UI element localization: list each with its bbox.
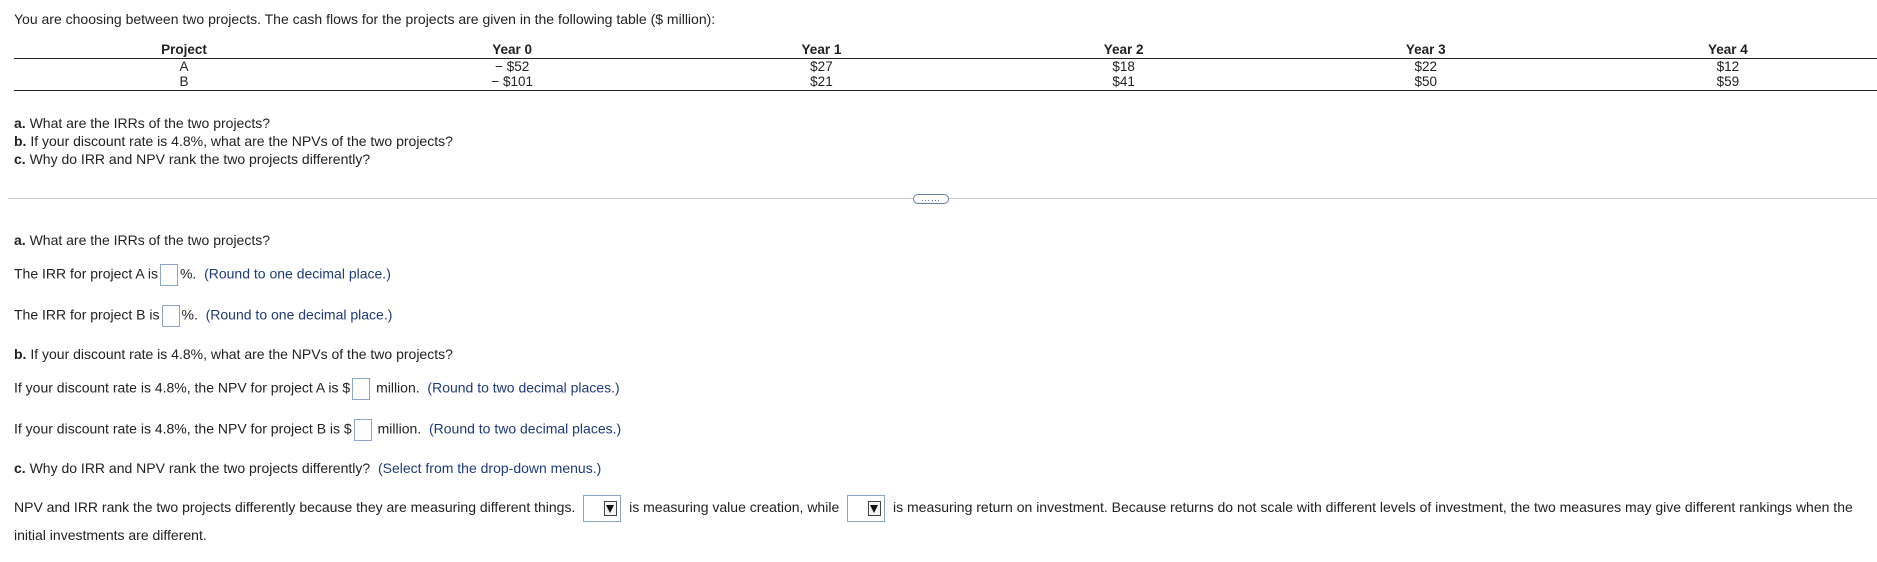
part-c-answer: NPV and IRR rank the two projects differ… xyxy=(14,494,1874,548)
column-header: Year 3 xyxy=(1274,40,1577,59)
question-label: c. xyxy=(14,151,26,167)
part-c-text: is measuring return on investment. Becau… xyxy=(14,499,1853,543)
npv-a-label: If your discount rate is 4.8%, the NPV f… xyxy=(14,379,351,396)
part-heading-text: If your discount rate is 4.8%, what are … xyxy=(26,346,453,362)
table-cell: $41 xyxy=(972,74,1275,91)
table-cell: B xyxy=(14,74,354,91)
table-cell: $59 xyxy=(1576,74,1877,91)
part-heading-text: Why do IRR and NPV rank the two projects… xyxy=(25,460,371,476)
measure-dropdown-1[interactable] xyxy=(583,494,622,522)
part-c-heading: c. Why do IRR and NPV rank the two proje… xyxy=(14,460,601,476)
rounding-hint: (Round to two decimal places.) xyxy=(427,379,620,396)
million-label: million. xyxy=(377,420,422,437)
table-cell: $12 xyxy=(1716,59,1740,74)
part-a-heading: a. What are the IRRs of the two projects… xyxy=(14,232,270,248)
column-header: Year 0 xyxy=(354,40,671,59)
irr-b-input[interactable] xyxy=(161,305,180,327)
column-header: Year 2 xyxy=(972,40,1275,59)
part-c-text: is measuring value creation, while xyxy=(629,499,840,515)
table-row: A − $52 $27 $18 $22 $12 xyxy=(14,59,1877,75)
table-cell: $21 xyxy=(670,74,973,91)
irr-a-line: The IRR for project A is%. (Round to one… xyxy=(14,264,391,286)
column-header: Project xyxy=(14,40,354,59)
expand-more-button[interactable]: …… xyxy=(913,194,949,204)
npv-b-label: If your discount rate is 4.8%, the NPV f… xyxy=(14,420,352,437)
question-text: What are the IRRs of the two projects? xyxy=(25,115,271,131)
column-header: Year 1 xyxy=(670,40,973,59)
irr-b-line: The IRR for project B is%. (Round to one… xyxy=(14,305,392,327)
cash-flow-table: Project Year 0 Year 1 Year 2 Year 3 Year… xyxy=(14,40,1877,91)
table-cell: − $52 xyxy=(495,59,530,74)
table-cell: $50 xyxy=(1274,74,1577,91)
part-c-text: NPV and IRR rank the two projects differ… xyxy=(14,499,576,515)
part-label: b. xyxy=(14,346,27,362)
npv-b-input[interactable] xyxy=(353,419,372,441)
question-list: a. What are the IRRs of the two projects… xyxy=(14,114,453,168)
dropdown-arrow-icon xyxy=(868,500,882,516)
irr-a-input[interactable] xyxy=(159,264,178,286)
npv-b-line: If your discount rate is 4.8%, the NPV f… xyxy=(14,419,621,441)
part-b-heading: b. If your discount rate is 4.8%, what a… xyxy=(14,346,453,362)
table-header-row: Project Year 0 Year 1 Year 2 Year 3 Year… xyxy=(14,40,1877,59)
table-cell: − $101 xyxy=(354,74,671,91)
part-label: c. xyxy=(14,460,26,476)
table-cell: $27 xyxy=(810,59,833,74)
percent-sign: %. xyxy=(181,306,198,323)
problem-intro: You are choosing between two projects. T… xyxy=(14,11,716,27)
million-label: million. xyxy=(376,379,420,396)
question-a: a. What are the IRRs of the two projects… xyxy=(14,114,453,132)
irr-b-label: The IRR for project B is xyxy=(14,306,160,323)
question-text: If your discount rate is 4.8%, what are … xyxy=(26,133,453,149)
question-label: b. xyxy=(14,133,27,149)
rounding-hint: (Round to one decimal place.) xyxy=(204,265,391,282)
dropdown-hint: (Select from the drop-down menus.) xyxy=(377,460,602,476)
question-b: b. If your discount rate is 4.8%, what a… xyxy=(14,132,453,150)
question-text: Why do IRR and NPV rank the two projects… xyxy=(25,151,371,167)
table-cell: $22 xyxy=(1414,59,1437,74)
measure-dropdown-2[interactable] xyxy=(847,494,886,522)
table-cell: A xyxy=(179,59,189,74)
percent-sign: %. xyxy=(179,265,197,282)
rounding-hint: (Round to one decimal place.) xyxy=(205,306,393,323)
npv-a-line: If your discount rate is 4.8%, the NPV f… xyxy=(14,378,620,400)
table-cell: $18 xyxy=(1112,59,1135,74)
npv-a-input[interactable] xyxy=(352,378,371,400)
irr-a-label: The IRR for project A is xyxy=(14,265,158,282)
question-c: c. Why do IRR and NPV rank the two proje… xyxy=(14,150,453,168)
dropdown-arrow-icon xyxy=(604,500,618,516)
column-header: Year 4 xyxy=(1576,40,1877,59)
rounding-hint: (Round to two decimal places.) xyxy=(428,420,622,437)
part-label: a. xyxy=(14,232,26,248)
table-row: B − $101 $21 $41 $50 $59 xyxy=(14,74,1877,91)
question-label: a. xyxy=(14,115,26,131)
part-heading-text: What are the IRRs of the two projects? xyxy=(25,232,271,248)
